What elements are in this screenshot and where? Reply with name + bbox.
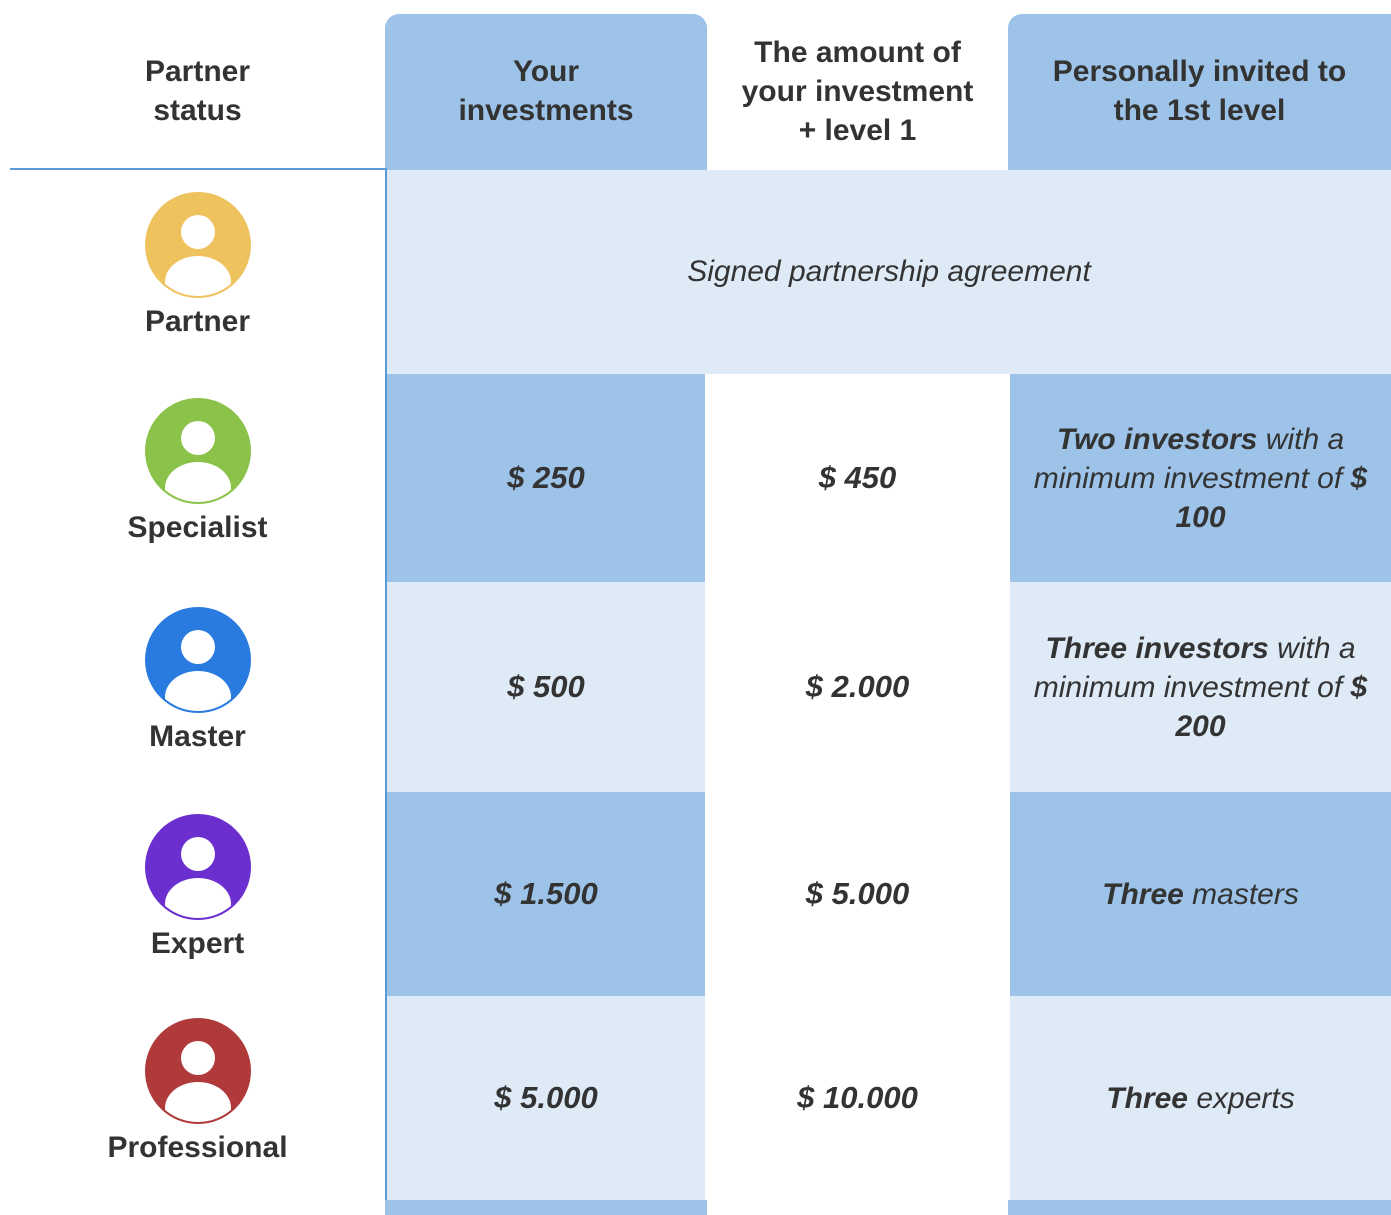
header-cell: Personally invited to the 1st level — [1008, 14, 1391, 168]
header-line-text: the 1st level — [1113, 94, 1286, 127]
column-line — [385, 168, 387, 1215]
avatar — [145, 607, 251, 713]
avatar-head — [181, 215, 215, 249]
status-label: Expert — [150, 927, 245, 960]
invited-text: Two investors with a minimum investment … — [1010, 420, 1391, 537]
avatar-head — [181, 837, 215, 871]
invited-cell: Three experts — [1010, 996, 1391, 1200]
header-bg — [1008, 14, 1391, 174]
avatar-head — [181, 1041, 215, 1075]
header-line — [10, 168, 387, 170]
status-label: Master — [149, 720, 246, 753]
invited-part: Three — [1102, 877, 1184, 911]
header-line-text: your investment — [741, 74, 974, 108]
header-line-text: Partner — [144, 55, 251, 88]
invited-part: Three — [1106, 1081, 1188, 1115]
invited-cell: Two investors with a minimum investment … — [1010, 374, 1391, 582]
investment-cell: $ 250 — [387, 374, 705, 582]
status-label: Professional — [107, 1131, 288, 1164]
header-line-text: + level 1 — [798, 113, 917, 147]
invited-part: $ 100 — [1175, 461, 1368, 534]
avatar — [145, 398, 251, 504]
header-line-text: status — [153, 94, 242, 127]
header-line-text: Your — [512, 55, 580, 88]
amount-cell: $ 5.000 — [805, 876, 910, 911]
avatar — [145, 814, 251, 920]
invited-part: $ 200 — [1175, 670, 1368, 743]
invited-text: Three masters — [1082, 875, 1319, 914]
avatar — [145, 1018, 251, 1124]
status-label: Specialist — [127, 511, 268, 544]
invited-part: with a minimum investment of — [1033, 631, 1356, 704]
header-cell: Your investments — [385, 14, 707, 168]
invited-text: Three experts — [1086, 1079, 1314, 1118]
amount-cell: $ 450 — [818, 460, 897, 495]
amount-cell: $ 2.000 — [805, 669, 910, 704]
investment-cell: $ 5.000 — [387, 996, 705, 1200]
invited-cell: Three masters — [1010, 792, 1391, 996]
invited-part: masters — [1183, 877, 1299, 911]
invited-text: Three investors with a minimum investmen… — [1010, 629, 1391, 746]
avatar-head — [181, 421, 215, 455]
investment-cell: $ 500 — [387, 582, 705, 792]
avatar-head — [181, 630, 215, 664]
invited-part: with a minimum investment of — [1033, 422, 1351, 495]
invited-cell: Three investors with a minimum investmen… — [1010, 582, 1391, 792]
header-line-text: Personally invited to — [1052, 55, 1347, 88]
invited-part: experts — [1187, 1081, 1295, 1115]
header-cell: The amount of your investment + level 1 — [707, 14, 1008, 168]
bottom-tab — [385, 1200, 707, 1215]
invited-part: Two investors — [1056, 422, 1258, 456]
header-line-text: investments — [458, 94, 634, 127]
bottom-tab — [1008, 1200, 1391, 1215]
header-bg — [385, 14, 707, 174]
note-cell: Signed partnership agreement — [387, 170, 1391, 374]
header-line-text: The amount of — [754, 35, 961, 69]
invited-part: Three investors — [1045, 631, 1269, 665]
amount-cell: $ 10.000 — [797, 1080, 918, 1115]
avatar — [145, 192, 251, 298]
status-label: Partner — [144, 305, 251, 338]
header-cell: Partner status — [10, 14, 385, 168]
investment-cell: $ 1.500 — [387, 792, 705, 996]
